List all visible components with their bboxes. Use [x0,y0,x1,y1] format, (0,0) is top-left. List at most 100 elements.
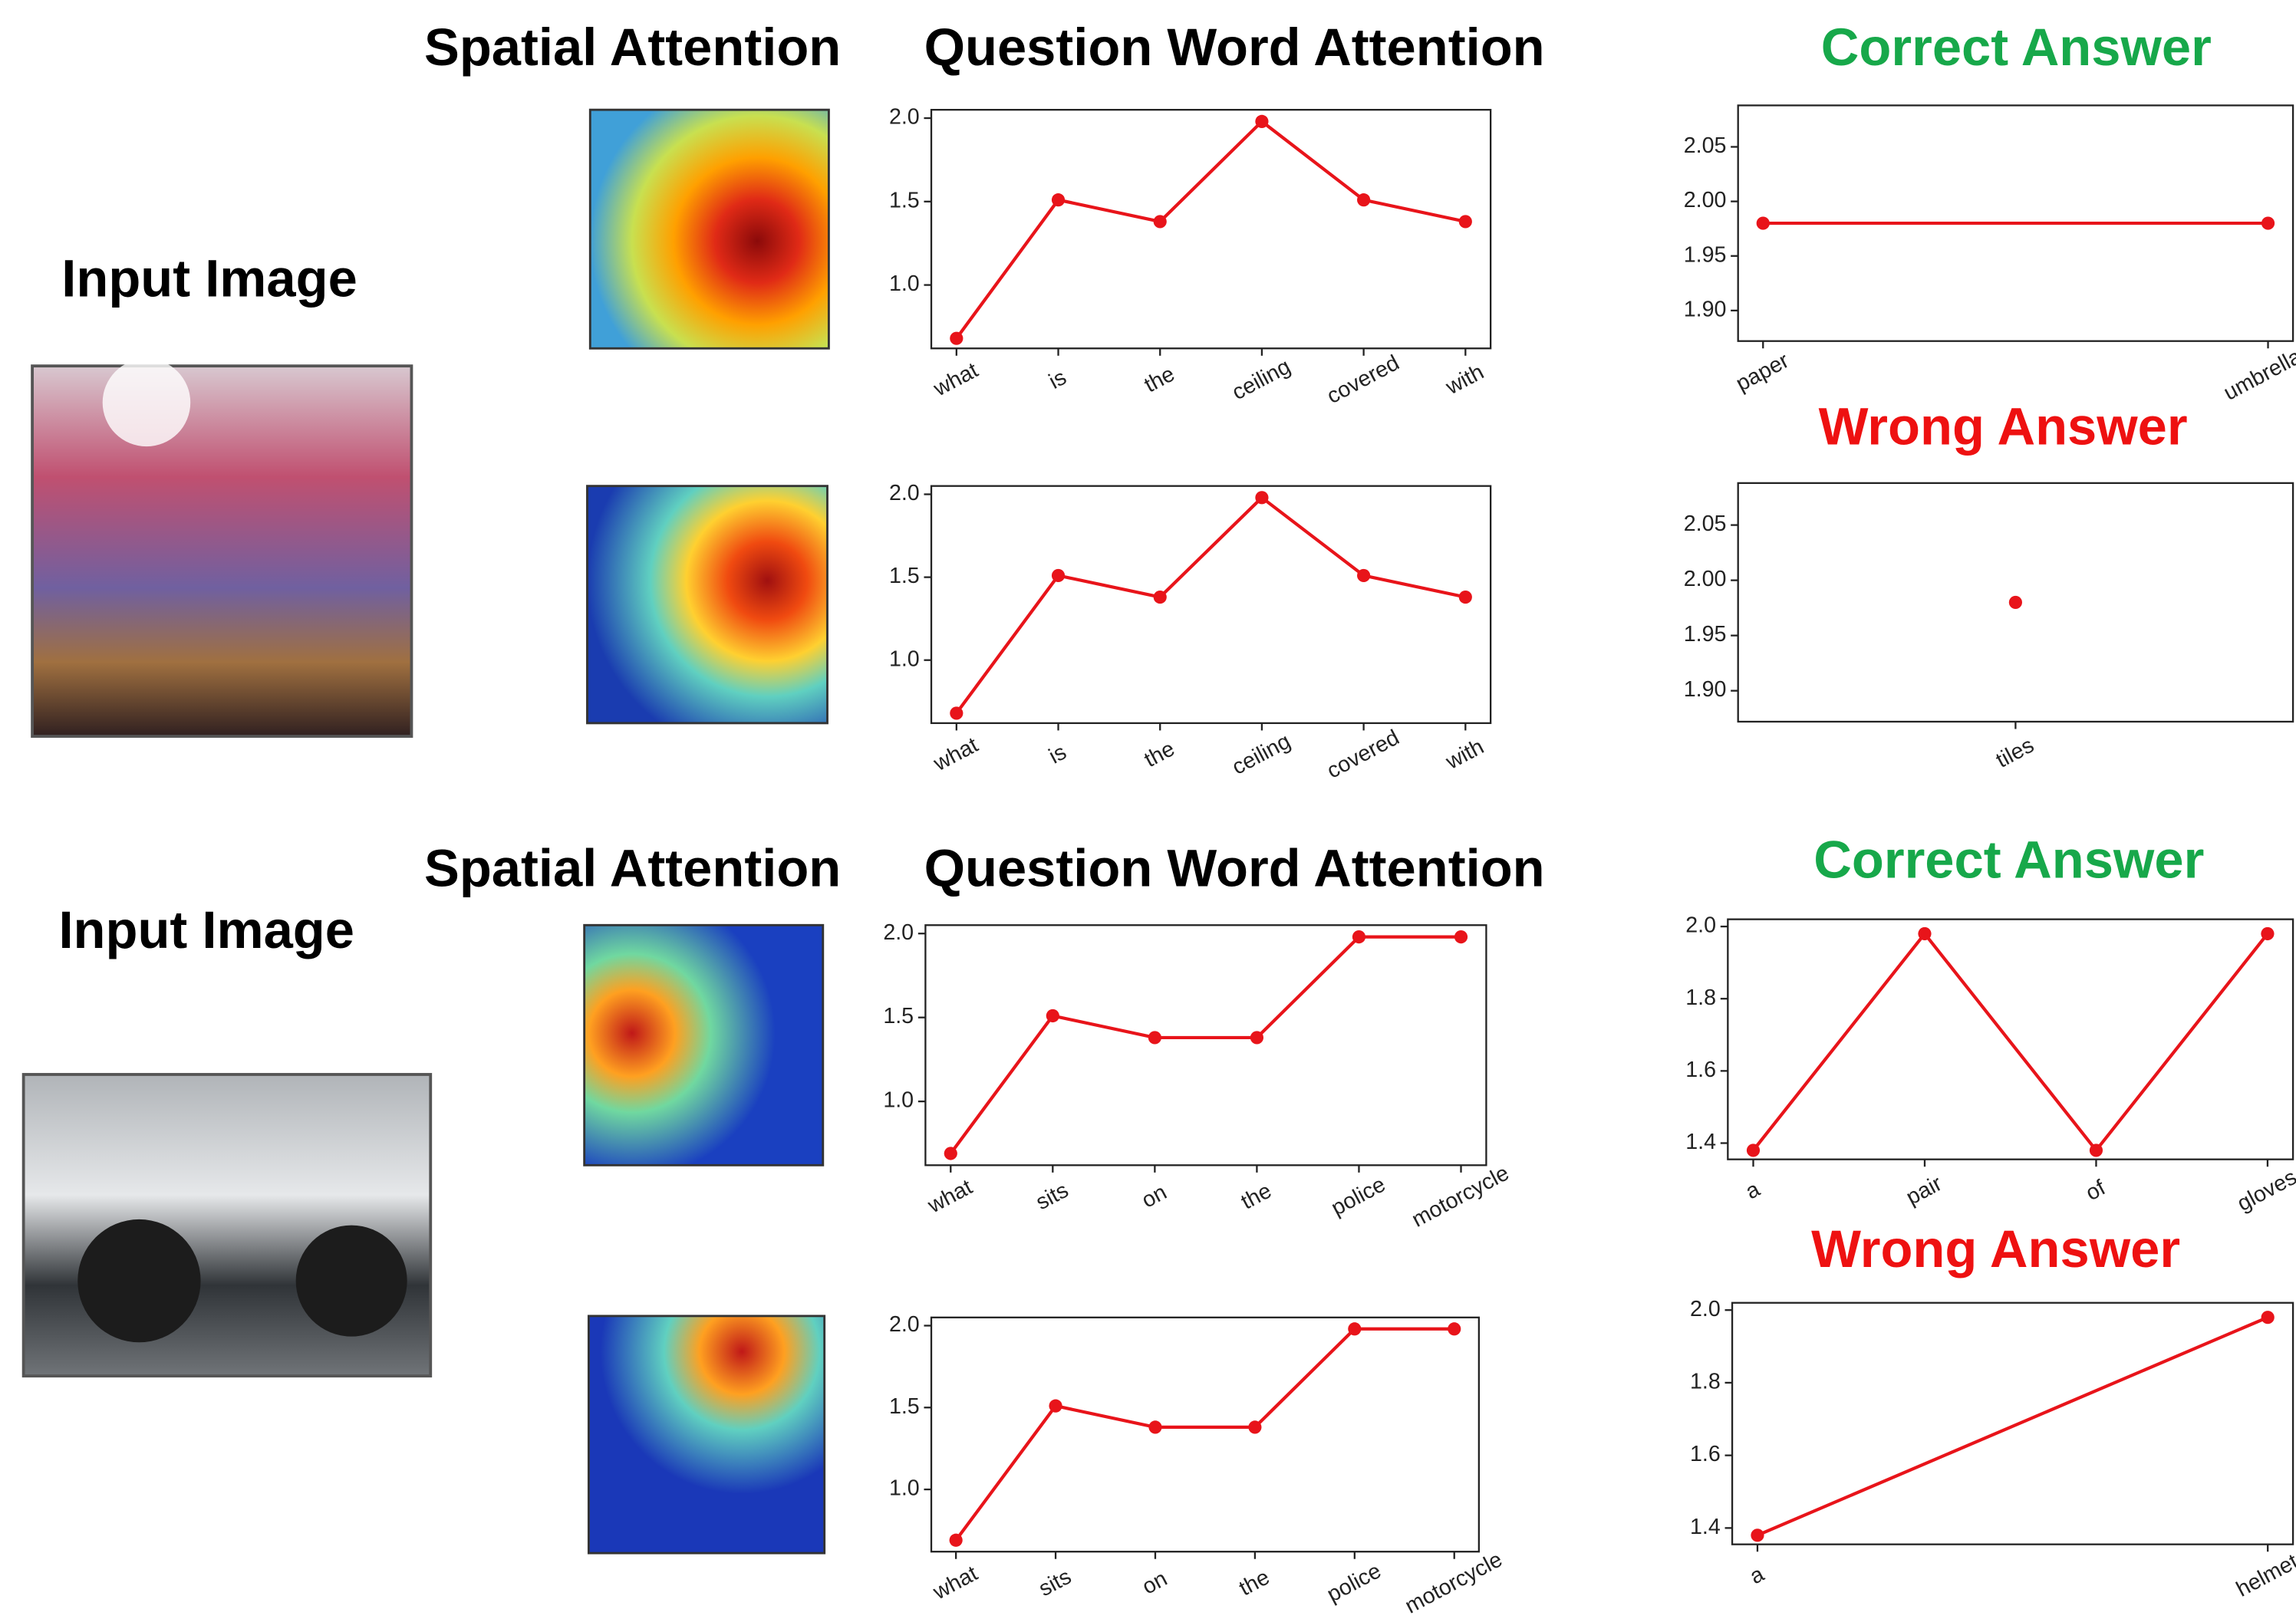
data-point [1454,930,1468,943]
plot-frame [1728,920,2293,1160]
spatial-title: Spatial Attention [424,18,841,77]
x-tick-label: paper [1732,348,1794,397]
y-tick-label: 2.05 [1684,512,1727,536]
data-point [1757,216,1770,229]
y-tick-label: 1.5 [889,1394,920,1419]
x-tick-label: with [1441,360,1488,400]
data-line [957,121,1465,338]
x-tick-label: what [929,732,982,776]
data-point [1248,1420,1261,1433]
y-tick-label: 1.95 [1684,622,1727,647]
x-tick-label: gloves [2233,1165,2296,1216]
data-point [1046,1009,1059,1022]
data-point [1148,1031,1161,1044]
x-tick-label: sits [1032,1178,1072,1215]
heatmap [587,486,827,723]
figure: Spatial Attention Question Word Attentio… [0,0,2296,1619]
photo-light [103,359,191,447]
input-title: Input Image [61,249,357,308]
x-tick-label: police [1323,1558,1385,1607]
x-tick-label: the [1140,736,1178,772]
y-tick-label: 2.00 [1684,567,1727,591]
y-tick-label: 1.8 [1685,986,1716,1010]
data-point [1154,215,1167,228]
y-tick-label: 2.00 [1684,188,1727,212]
data-point [1352,930,1365,943]
data-point [2261,1311,2275,1324]
data-line [1757,1318,2268,1535]
x-tick-label: of [2082,1176,2110,1206]
x-tick-label: what [928,1561,981,1605]
x-tick-label: on [1138,1180,1171,1213]
x-tick-label: pair [1902,1171,1947,1210]
y-tick-label: 1.5 [883,1004,914,1028]
data-line [956,1329,1454,1540]
x-tick-label: ceiling [1228,729,1295,779]
spatial-title: Spatial Attention [424,839,841,898]
x-tick-label: is [1045,740,1070,769]
heatmap [588,1316,824,1553]
correct-title: Correct Answer [1813,830,2204,889]
y-tick-label: 1.90 [1684,297,1727,321]
y-tick-label: 2.05 [1684,133,1727,158]
photo-wheel [77,1219,200,1342]
data-point [1918,927,1931,940]
y-tick-label: 2.0 [883,920,914,945]
data-point [1154,591,1167,604]
wrong-title: Wrong Answer [1811,1219,2180,1278]
x-tick-label: tiles [1992,733,2038,773]
x-tick-label: ceiling [1228,354,1295,405]
plot-frame [931,486,1491,723]
correct-title: Correct Answer [1821,18,2212,77]
data-point [1148,1420,1161,1433]
plot-frame [925,925,1486,1165]
y-tick-label: 1.6 [1690,1442,1721,1466]
data-point [950,1534,963,1547]
data-point [1255,491,1268,504]
y-tick-label: 2.0 [889,1312,920,1337]
x-tick-label: the [1237,1179,1276,1215]
x-tick-label: what [929,358,982,402]
question-title: Question Word Attention [924,839,1545,898]
x-tick-label: what [924,1175,977,1219]
x-tick-label: is [1045,365,1070,394]
x-tick-label: a [1746,1561,1768,1589]
x-tick-label: helmet [2232,1549,2296,1602]
data-point [1049,1400,1062,1413]
data-point [1250,1031,1263,1044]
data-point [1747,1144,1760,1157]
y-tick-label: 1.8 [1690,1369,1721,1394]
y-tick-label: 1.5 [889,564,920,588]
x-tick-label: on [1138,1566,1171,1599]
data-point [1459,591,1472,604]
question-title: Question Word Attention [924,18,1545,77]
plot-frame [1732,1303,2293,1545]
y-tick-label: 2.0 [1685,913,1716,938]
x-tick-label: police [1327,1172,1389,1220]
y-tick-label: 1.0 [889,271,920,296]
data-line [1753,933,2267,1150]
y-tick-label: 1.5 [889,188,920,212]
y-tick-label: 1.4 [1690,1515,1721,1539]
x-tick-label: the [1140,362,1178,398]
data-point [1357,569,1370,582]
y-tick-label: 2.0 [889,481,920,505]
input-title: Input Image [58,900,354,959]
data-point [2090,1144,2103,1157]
data-line [950,937,1461,1153]
page: {"sections": [ {"input_title": "Input Im… [0,0,2296,1619]
y-tick-label: 2.0 [889,105,920,130]
x-tick-label: covered [1323,726,1403,784]
data-point [1052,569,1065,582]
data-point [1751,1529,1764,1542]
y-tick-label: 1.6 [1685,1058,1716,1082]
x-tick-label: covered [1323,350,1403,409]
data-point [1255,115,1268,128]
data-point [1357,193,1370,206]
y-tick-label: 1.90 [1684,677,1727,702]
data-point [950,332,963,345]
data-point [2261,927,2274,940]
heatmap [585,925,823,1165]
input-photo [32,366,411,736]
heatmap [590,110,828,348]
